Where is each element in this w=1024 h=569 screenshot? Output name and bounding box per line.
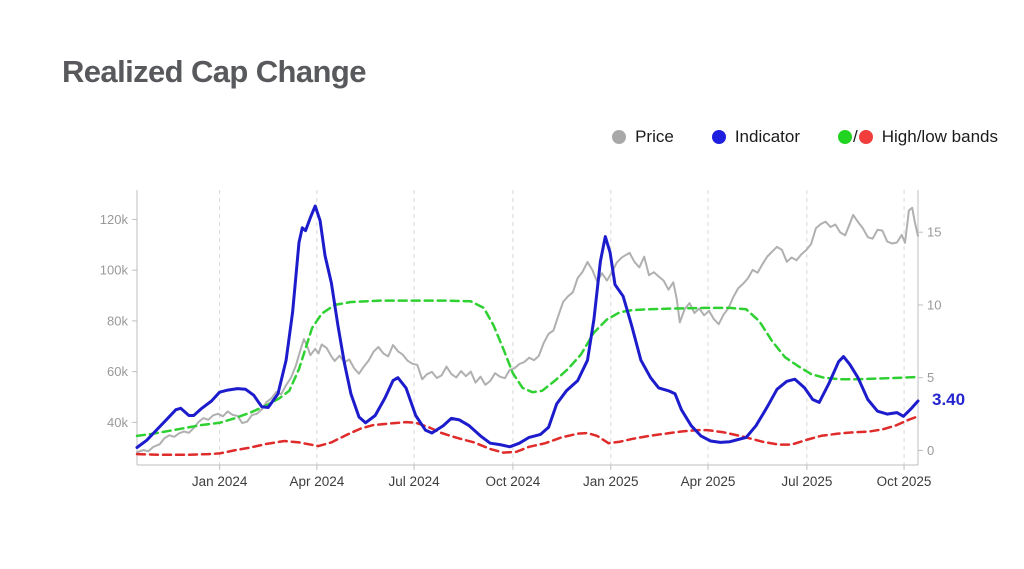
legend-label-price: Price: [635, 127, 674, 146]
x-tick-label: Jul 2025: [781, 474, 832, 489]
x-tick-label: Oct 2025: [877, 474, 932, 489]
x-tick-label: Jul 2024: [389, 474, 441, 489]
right-tick-label: 10: [927, 297, 941, 312]
page-title: Realized Cap Change: [62, 54, 366, 89]
right-tick-label: 5: [927, 370, 934, 385]
plot-area[interactable]: [137, 190, 918, 465]
series-indicator-line: [135, 204, 920, 449]
legend-label-indicator: Indicator: [734, 127, 801, 146]
legend-label-high-low-bands: High/low bands: [881, 127, 998, 146]
left-tick-label: 80k: [107, 313, 128, 328]
legend-item-price[interactable]: Price: [612, 127, 674, 147]
x-tick-label: Jan 2024: [192, 474, 248, 489]
x-tick-label: Apr 2024: [289, 474, 344, 489]
left-tick-label: 40k: [107, 415, 128, 430]
low-band-swatch-icon: [858, 130, 873, 144]
chart-legend: Price Indicator / High/low bands: [612, 127, 998, 147]
x-tick-label: Oct 2024: [486, 474, 541, 489]
right-tick-label: 0: [927, 443, 934, 458]
series-price-line: [136, 206, 919, 454]
left-tick-label: 100k: [100, 263, 129, 278]
legend-item-high-low-bands[interactable]: / High/low bands: [838, 127, 998, 147]
legend-item-indicator[interactable]: Indicator: [711, 127, 801, 147]
left-tick-label: 120k: [100, 212, 129, 227]
right-tick-label: 15: [927, 225, 941, 240]
indicator-swatch-icon: [711, 130, 726, 144]
swatch-separator: /: [853, 127, 858, 146]
series-low-band-line: [135, 415, 920, 457]
high-low-swatch: /: [838, 127, 873, 147]
price-swatch-icon: [612, 130, 627, 144]
indicator-last-value-badge: 3.40: [932, 389, 966, 409]
high-band-swatch-icon: [838, 130, 853, 144]
x-tick-label: Apr 2025: [681, 474, 736, 489]
left-tick-label: 60k: [107, 364, 128, 379]
x-tick-label: Jan 2025: [583, 474, 639, 489]
